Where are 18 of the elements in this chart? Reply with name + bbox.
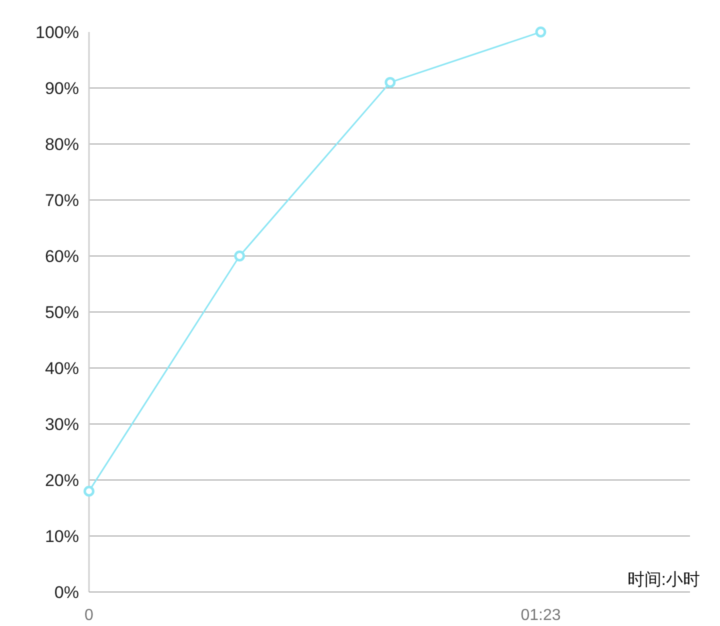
- y-tick-label: 30%: [44, 415, 79, 434]
- x-axis-title: 时间:小时: [627, 570, 700, 589]
- y-tick-label: 80%: [44, 135, 79, 154]
- y-tick-label: 0%: [54, 583, 79, 602]
- y-tick-label: 40%: [44, 359, 79, 378]
- y-tick-label: 10%: [44, 527, 79, 546]
- y-tick-label: 100%: [36, 23, 79, 42]
- y-tick-label: 90%: [44, 79, 79, 98]
- x-tick-label: 01:23: [520, 607, 561, 624]
- point: [84, 486, 94, 497]
- point: [234, 250, 246, 262]
- x-tick-label: 0: [84, 607, 94, 624]
- y-tick-label: 20%: [44, 471, 79, 490]
- y-tick-label: 70%: [44, 191, 79, 210]
- point: [535, 26, 546, 38]
- y-tick-label: 60%: [44, 247, 79, 266]
- y-tick-label: 50%: [44, 303, 79, 322]
- point: [384, 76, 396, 88]
